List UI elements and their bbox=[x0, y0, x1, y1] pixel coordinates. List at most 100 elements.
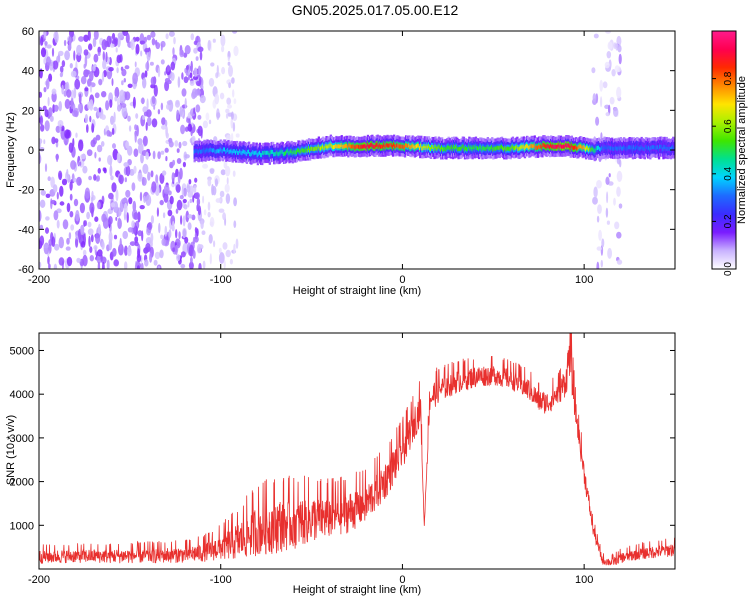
spectrogram-y-tick-label: 60 bbox=[22, 26, 34, 38]
spectrogram-cell bbox=[93, 53, 99, 63]
spectrogram-cell bbox=[105, 51, 108, 63]
spectrogram-cell bbox=[233, 98, 237, 105]
spectrogram-cell bbox=[123, 140, 126, 148]
spectrogram-cell bbox=[207, 178, 212, 187]
spectrogram-cell bbox=[179, 49, 185, 58]
spectrogram-cell bbox=[45, 193, 51, 198]
spectrogram-cell bbox=[194, 89, 201, 96]
spectrogram-cell bbox=[90, 234, 94, 243]
spectrogram-cell bbox=[141, 177, 147, 186]
spectrogram-cell bbox=[210, 62, 215, 67]
spectrogram-cell bbox=[68, 232, 72, 240]
spectrogram-cell bbox=[54, 31, 59, 44]
spectrogram-cell bbox=[191, 214, 196, 221]
spectrogram-cell bbox=[42, 105, 47, 111]
spectrogram-cell bbox=[80, 153, 87, 160]
spectrogram-cell bbox=[598, 229, 602, 241]
spectrogram-cell bbox=[56, 191, 59, 200]
spectrogram-cell bbox=[180, 263, 186, 269]
spectrogram-cell bbox=[50, 199, 56, 205]
spectrogram-cell bbox=[164, 71, 167, 76]
spectrogram-cell bbox=[48, 107, 53, 117]
spectrogram-cell bbox=[57, 120, 64, 127]
spectrogram-cell bbox=[107, 155, 113, 165]
spectrogram-cell bbox=[94, 151, 97, 159]
spectrogram-cell bbox=[82, 165, 88, 174]
spectrogram-cell bbox=[187, 214, 193, 219]
spectrogram-cell bbox=[52, 60, 59, 70]
spectrogram-cell bbox=[182, 198, 187, 204]
spectrogram-cell bbox=[95, 134, 101, 141]
spectrogram-cell bbox=[140, 262, 144, 269]
spectrogram-cell bbox=[46, 44, 52, 49]
spectrogram-cell bbox=[110, 43, 115, 48]
snr-y-tick-label: 5000 bbox=[10, 345, 34, 357]
spectrogram-y-ticks: -60 -40 -20 0 20 40 60 bbox=[18, 26, 675, 276]
spectrogram-cell bbox=[164, 225, 168, 237]
spectrogram-cell bbox=[128, 197, 133, 205]
spectrogram-cell bbox=[166, 64, 170, 73]
snr-x-tick-label: -200 bbox=[28, 574, 50, 586]
spectrogram-cell bbox=[151, 38, 156, 46]
spectrogram-cell bbox=[184, 45, 191, 55]
spectrogram-cell bbox=[225, 108, 230, 114]
spectrogram-cell bbox=[163, 192, 169, 203]
colorbar-tick-label: 0.6 bbox=[723, 119, 734, 133]
spectrogram-cell bbox=[79, 202, 85, 214]
spectrogram-cell bbox=[192, 75, 199, 80]
spectrogram-cell bbox=[230, 111, 234, 120]
spectrogram-cell bbox=[223, 259, 226, 269]
spectrogram-cell bbox=[187, 222, 192, 231]
spectrogram-cell bbox=[214, 93, 220, 105]
spectrogram-cell bbox=[136, 125, 139, 137]
spectrogram-cell bbox=[184, 97, 187, 109]
spectrogram-cell bbox=[39, 199, 46, 208]
spectrogram-cell bbox=[69, 193, 73, 201]
spectrogram-cell bbox=[80, 76, 87, 85]
spectrogram-cell bbox=[208, 119, 212, 125]
snr-y-tick-label: 2000 bbox=[10, 477, 34, 489]
spectrogram-cell bbox=[114, 86, 120, 99]
spectrogram-cell bbox=[139, 191, 143, 202]
spectrogram-cell bbox=[115, 47, 118, 53]
spectrogram-cell bbox=[132, 200, 137, 212]
spectrogram-cell bbox=[177, 76, 181, 88]
spectrogram-cell bbox=[163, 184, 170, 195]
spectrogram-cell bbox=[149, 61, 154, 66]
spectrogram-cell bbox=[231, 77, 235, 84]
spectrogram-cell bbox=[150, 76, 156, 86]
spectrogram-cell bbox=[101, 91, 107, 98]
spectrogram-cell bbox=[192, 195, 195, 203]
spectrogram-cell bbox=[133, 148, 139, 157]
spectrogram-cell bbox=[89, 115, 92, 123]
spectrogram-cell bbox=[58, 101, 62, 112]
spectrogram-cell bbox=[179, 167, 183, 180]
spectrogram-cell bbox=[119, 237, 122, 250]
spectrogram-cell bbox=[142, 77, 147, 89]
spectrogram-cell bbox=[128, 125, 132, 132]
spectrogram-cell bbox=[126, 212, 129, 223]
spectrogram-cell bbox=[205, 112, 210, 121]
spectrogram-cell bbox=[202, 195, 205, 204]
spectrogram-cell bbox=[175, 101, 180, 108]
spectrogram-cell bbox=[158, 222, 161, 234]
spectrogram-cell bbox=[134, 61, 137, 68]
spectrogram-y-tick-label: -40 bbox=[18, 224, 34, 236]
spectrogram-cell bbox=[122, 230, 128, 240]
spectrogram-cell bbox=[178, 231, 181, 240]
spectrogram-cell bbox=[592, 196, 598, 205]
spectrogram-cell bbox=[76, 176, 82, 186]
spectrogram-cell bbox=[113, 234, 118, 240]
spectrogram-cell bbox=[235, 133, 240, 138]
spectrogram-cell bbox=[108, 231, 113, 243]
spectrogram-cell bbox=[178, 141, 182, 149]
spectrogram-cell bbox=[609, 96, 615, 105]
spectrogram-cell bbox=[98, 107, 102, 113]
spectrogram-cell bbox=[133, 212, 139, 220]
spectrogram-cell bbox=[140, 152, 144, 164]
spectrogram-cell bbox=[145, 61, 150, 71]
spectrogram-cell bbox=[58, 50, 64, 57]
spectrogram-cell bbox=[43, 31, 47, 40]
spectrogram-cell bbox=[193, 67, 198, 78]
